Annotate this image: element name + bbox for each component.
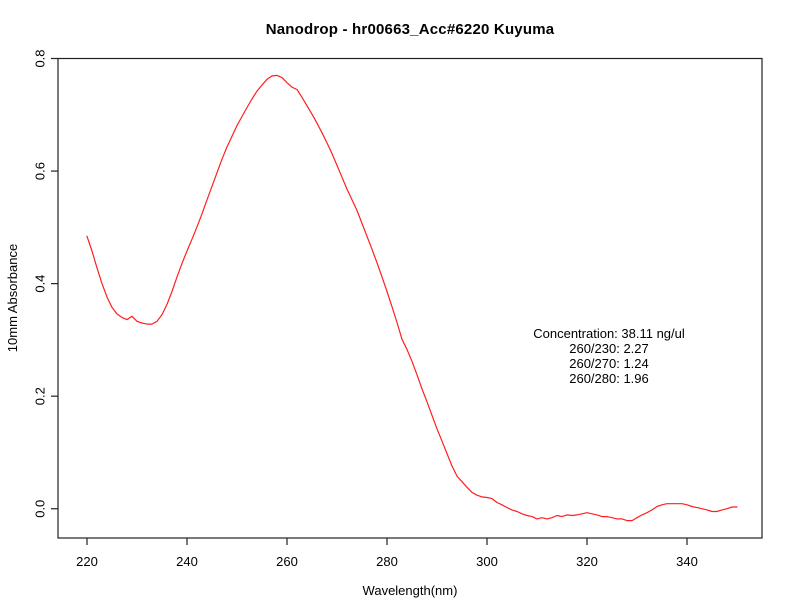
x-tick-label: 340 — [676, 554, 698, 569]
y-tick-label: 0.2 — [33, 387, 48, 405]
y-tick-label: 0.6 — [33, 162, 48, 180]
x-tick-label: 260 — [276, 554, 298, 569]
x-tick-label: 220 — [76, 554, 98, 569]
annotation-ratio-260-280: 260/280: 1.96 — [569, 371, 649, 386]
x-tick-label: 320 — [576, 554, 598, 569]
chart-title: Nanodrop - hr00663_Acc#6220 Kuyuma — [265, 21, 555, 38]
annotation-block: Concentration: 38.11 ng/ul 260/230: 2.27… — [459, 326, 759, 386]
x-tick-label: 240 — [176, 554, 198, 569]
x-tick-label: 300 — [476, 554, 498, 569]
annotation-ratio-260-230: 260/230: 2.27 — [569, 341, 649, 356]
y-tick-label: 0.8 — [33, 49, 48, 67]
y-axis-label: 10mm Absorbance — [5, 243, 20, 353]
y-tick-label: 0.4 — [33, 275, 48, 293]
spectrum-line — [86, 74, 738, 522]
annotation-concentration: Concentration: 38.11 ng/ul — [533, 326, 685, 341]
y-tick-label: 0.0 — [33, 500, 48, 518]
plot-frame — [57, 57, 763, 539]
x-tick-label: 280 — [376, 554, 398, 569]
x-axis-label: Wavelength(nm) — [362, 583, 458, 598]
annotation-ratio-260-270: 260/270: 1.24 — [569, 356, 649, 371]
